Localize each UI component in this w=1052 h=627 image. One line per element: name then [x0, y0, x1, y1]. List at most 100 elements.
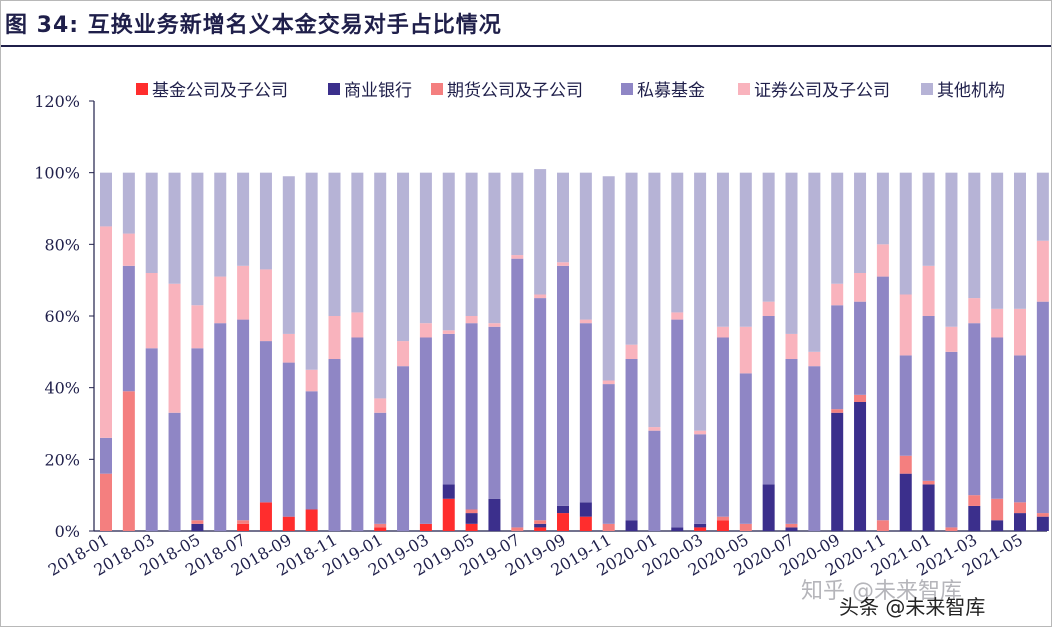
bar-segment-s2-c37 [945, 527, 958, 531]
bar-segment-s5-c17 [488, 172, 501, 324]
bar-segment-s1-c15 [442, 484, 455, 499]
bar-segment-s0-c19 [534, 527, 547, 531]
bar-segment-s3-c9 [305, 391, 318, 510]
bar-segment-s3-c18 [511, 258, 524, 528]
bar-segment-s4-c2 [145, 273, 158, 349]
bar-segment-s4-c23 [625, 344, 638, 359]
bar-segment-s3-c1 [122, 265, 135, 392]
bar-segment-s0-c9 [305, 509, 318, 531]
bar-segment-s4-c13 [397, 341, 410, 367]
y-tick-label: 60% [44, 307, 80, 326]
bar-segment-s2-c18 [511, 527, 524, 531]
bar-segment-s4-c1 [122, 233, 135, 266]
bar-segment-s4-c6 [237, 265, 250, 320]
bar-segment-s3-c6 [237, 319, 250, 521]
bar-segment-s3-c12 [374, 412, 387, 524]
bar-segment-s2-c33 [854, 394, 867, 402]
bar-segment-s3-c27 [716, 337, 729, 517]
bar-segment-s3-c11 [351, 337, 364, 531]
bar-segment-s5-c0 [100, 172, 112, 227]
bar-segment-s5-c3 [168, 172, 181, 284]
bar-segment-s3-c32 [831, 305, 844, 410]
bar-segment-s3-c26 [694, 434, 707, 524]
bar-segment-s0-c15 [442, 498, 455, 531]
bar-segment-s2-c36 [922, 480, 935, 485]
y-tick-label: 80% [44, 235, 80, 254]
bar-segment-s3-c20 [557, 265, 569, 506]
legend-label: 其他机构 [937, 81, 1005, 101]
bar-segment-s3-c41 [1036, 301, 1049, 514]
y-tick-label: 120% [34, 92, 80, 111]
bar-segment-s2-c35 [899, 455, 912, 474]
bar-segment-s4-c35 [899, 294, 912, 356]
bar-segment-s4-c37 [945, 326, 958, 352]
bar-segment-s4-c25 [671, 312, 684, 320]
bar-segment-s1-c32 [831, 412, 844, 531]
bar-segment-s5-c27 [716, 172, 729, 327]
bar-segment-s4-c11 [351, 312, 364, 338]
bar-segment-s3-c40 [1014, 355, 1026, 503]
bar-segment-s5-c31 [808, 172, 821, 352]
bar-segment-s5-c32 [831, 172, 844, 284]
bar-segment-s5-c7 [259, 172, 272, 270]
bar-segment-s5-c9 [305, 172, 318, 370]
bar-segment-s2-c19 [534, 520, 547, 524]
bar-segment-s3-c31 [808, 366, 821, 531]
legend-label: 期货公司及子公司 [447, 81, 583, 101]
bar-segment-s4-c29 [762, 301, 775, 316]
bar-segment-s2-c30 [785, 523, 798, 528]
bar-segment-s3-c16 [465, 323, 478, 510]
bar-segment-s3-c36 [922, 316, 935, 481]
bar-segment-s0-c27 [716, 520, 729, 531]
bar-segment-s4-c41 [1036, 240, 1049, 302]
bar-segment-s4-c36 [922, 265, 935, 316]
bar-segment-s4-c21 [579, 319, 592, 324]
bar-segment-s5-c35 [899, 172, 912, 295]
bar-segment-s5-c20 [557, 172, 569, 263]
bar-segment-s4-c9 [305, 369, 318, 392]
bar-segment-s0-c6 [237, 523, 250, 531]
bar-segment-s3-c17 [488, 326, 501, 499]
bar-segment-s4-c0 [100, 226, 112, 438]
bar-segment-s5-c22 [602, 176, 615, 381]
bar-segment-s0-c16 [465, 523, 478, 531]
bar-segment-s5-c18 [511, 172, 524, 256]
bar-segment-s5-c21 [579, 172, 592, 320]
bar-segment-s4-c18 [511, 255, 524, 259]
bar-segment-s0-c8 [282, 516, 295, 531]
bar-segment-s5-c23 [625, 172, 638, 345]
bar-segment-s4-c19 [534, 294, 547, 299]
bar-segment-s5-c41 [1036, 172, 1049, 241]
bar-segment-s3-c10 [328, 359, 341, 531]
legend-swatch [738, 83, 750, 95]
watermark-toutiao: 头条 @未来智库 [839, 595, 986, 619]
bar-segment-s3-c38 [968, 323, 981, 496]
bar-segment-s5-c37 [945, 172, 958, 327]
bar-segment-s5-c28 [739, 172, 752, 327]
bar-segment-s3-c13 [397, 366, 410, 531]
legend-swatch [431, 83, 443, 95]
y-tick-label: 40% [44, 379, 80, 398]
bar-segment-s2-c34 [876, 520, 889, 531]
bar-segment-s1-c38 [968, 505, 981, 531]
bar-segment-s4-c27 [716, 326, 729, 338]
bar-segment-s4-c12 [374, 398, 387, 413]
legend-swatch [621, 83, 633, 95]
bar-segment-s5-c14 [419, 172, 432, 324]
bar-segment-s3-c37 [945, 351, 958, 528]
bar-segment-s5-c5 [214, 172, 227, 277]
bar-segment-s5-c2 [145, 172, 158, 273]
bar-segment-s5-c29 [762, 172, 775, 302]
bar-segment-s3-c22 [602, 384, 615, 524]
bar-segment-s1-c19 [534, 523, 547, 528]
bar-segment-s4-c26 [694, 430, 707, 435]
bar-segment-s2-c32 [831, 409, 844, 413]
bar-segment-s4-c16 [465, 316, 478, 324]
bar-segment-s1-c21 [579, 502, 592, 517]
bar-segment-s3-c30 [785, 359, 798, 524]
bar-segment-s4-c34 [876, 244, 889, 277]
bar-segment-s2-c27 [716, 516, 729, 521]
title-divider [1, 45, 1051, 47]
